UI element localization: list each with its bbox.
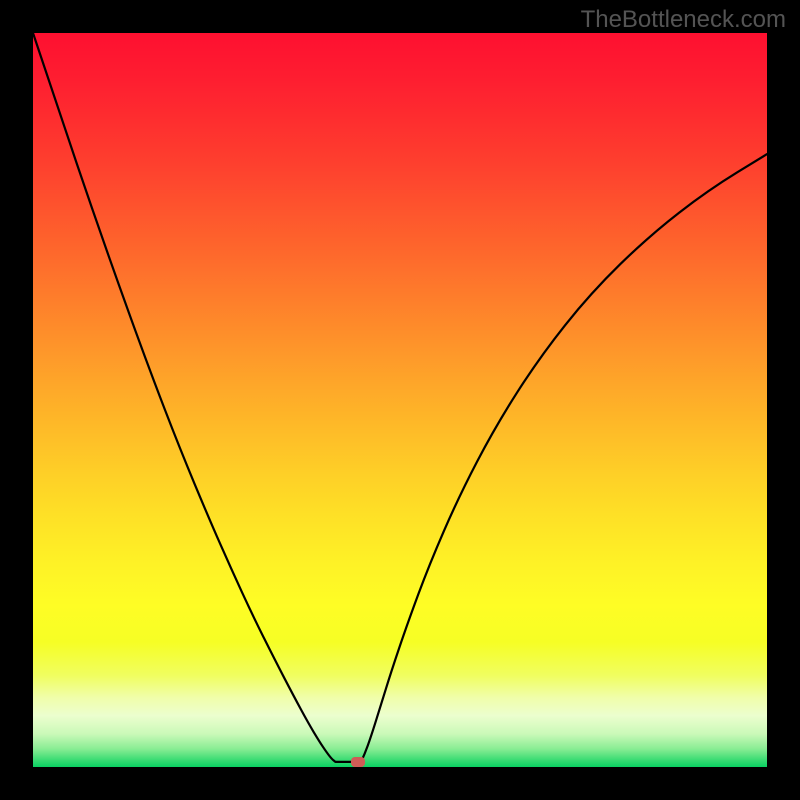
optimum-marker	[351, 757, 365, 767]
curve-path	[33, 33, 767, 762]
chart-container: TheBottleneck.com	[0, 0, 800, 800]
plot-frame	[30, 30, 770, 770]
plot-area	[33, 33, 767, 767]
bottleneck-curve	[33, 33, 767, 767]
